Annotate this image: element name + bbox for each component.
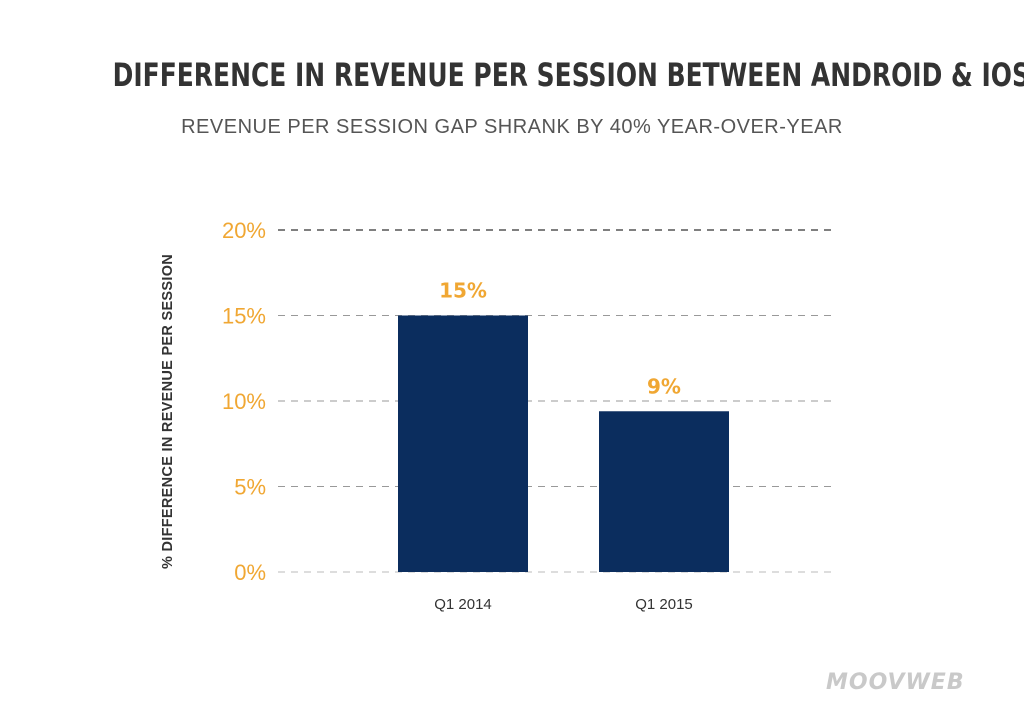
chart-subtitle: REVENUE PER SESSION GAP SHRANK BY 40% YE…: [181, 116, 843, 138]
bar: [398, 315, 528, 572]
chart-title: DIFFERENCE IN REVENUE PER SESSION BETWEE…: [112, 56, 1024, 94]
y-tick-label: 0%: [234, 560, 266, 585]
bar: [599, 411, 729, 572]
x-tick-label: Q1 2014: [434, 596, 492, 613]
moovweb-logo: MOOVWEB: [826, 670, 965, 695]
y-tick-label: 5%: [234, 475, 266, 500]
x-tick-label: Q1 2015: [635, 596, 693, 613]
y-tick-label: 10%: [222, 389, 266, 414]
y-tick-label: 20%: [222, 218, 266, 243]
data-label: 15%: [439, 279, 487, 303]
data-label: 9%: [647, 374, 681, 398]
y-tick-label: 15%: [222, 304, 266, 329]
